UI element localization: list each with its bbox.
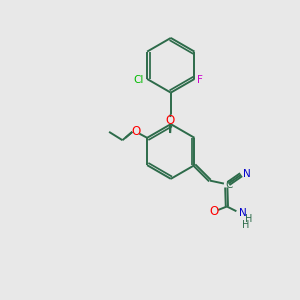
Text: O: O [166, 114, 175, 127]
Text: N: N [239, 208, 247, 218]
Text: F: F [197, 76, 203, 85]
Text: C: C [225, 180, 233, 190]
Text: O: O [131, 125, 140, 138]
Text: H: H [245, 214, 252, 224]
Text: N: N [243, 169, 250, 179]
Text: H: H [242, 220, 249, 230]
Text: Cl: Cl [133, 76, 144, 85]
Text: O: O [210, 205, 219, 218]
